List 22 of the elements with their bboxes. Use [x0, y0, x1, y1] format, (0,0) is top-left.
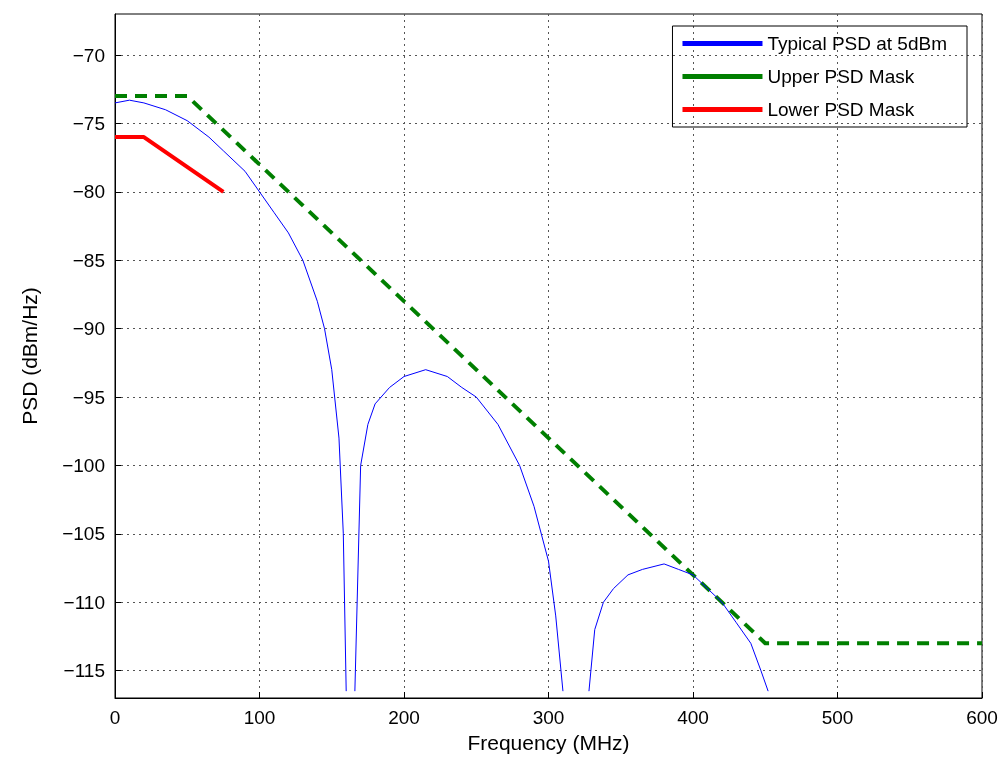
y-tick-label: −85: [72, 249, 105, 271]
y-tick-label: −105: [62, 523, 105, 545]
x-tick-label: 0: [109, 707, 121, 728]
y-tick-label: −75: [72, 112, 105, 134]
x-tick-label: 500: [821, 707, 854, 728]
y-tick-label: −95: [72, 386, 105, 408]
x-tick-label: 300: [532, 707, 565, 728]
y-tick-label: −110: [63, 591, 105, 613]
y-tick-label: −70: [72, 44, 105, 66]
y-tick-label: −80: [72, 181, 105, 203]
y-tick-label: −115: [63, 660, 105, 682]
legend-label: Typical PSD at 5dBm: [767, 33, 948, 54]
x-tick-label: 600: [966, 707, 998, 728]
x-tick-label: 200: [388, 707, 420, 728]
x-axis-title: Frequency (MHz): [467, 730, 630, 754]
y-tick-label: −100: [62, 454, 105, 476]
y-axis-title: PSD (dBm/Hz): [18, 287, 41, 425]
legend-label: Upper PSD Mask: [767, 66, 915, 87]
y-tick-label: −90: [72, 318, 105, 340]
x-tick-label: 400: [677, 707, 709, 728]
x-tick-label: 100: [243, 707, 276, 728]
legend-label: Lower PSD Mask: [767, 99, 915, 120]
